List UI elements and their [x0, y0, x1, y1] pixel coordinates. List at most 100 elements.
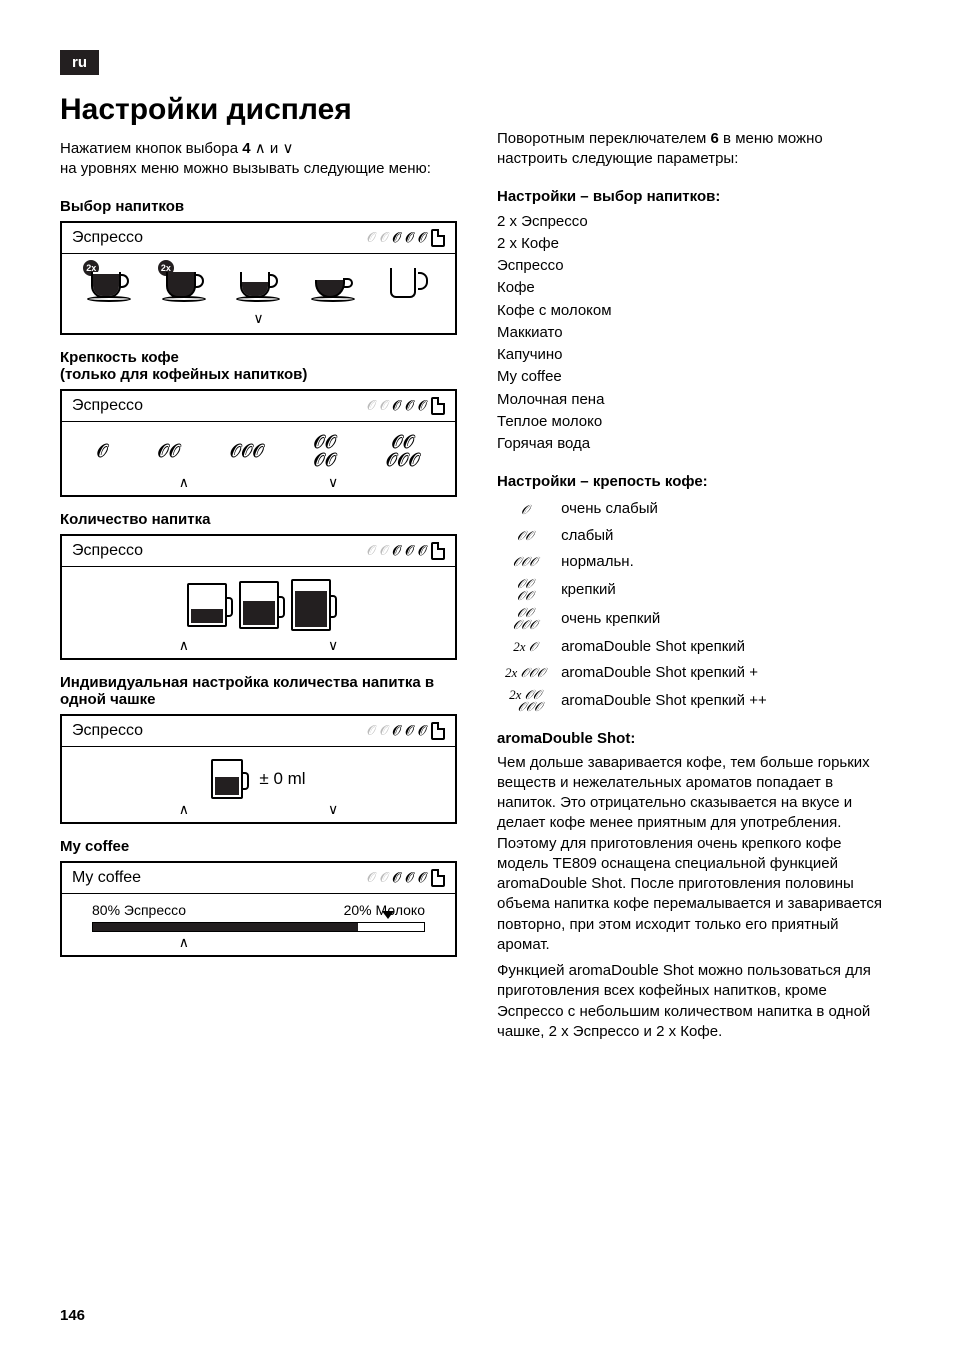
cup-flat-icon	[311, 266, 355, 302]
list-item: 2 x Эспрессо	[497, 211, 894, 233]
card-icon	[431, 229, 445, 247]
bean-icon: 𝒪	[380, 229, 389, 246]
strength-label: aromaDouble Shot крепкий ++	[553, 686, 775, 715]
strength-label: нормальн.	[553, 549, 775, 575]
bean-icon: 𝒪	[367, 542, 376, 559]
strength-2-icon: 𝓞𝓞	[158, 443, 181, 459]
spacer	[370, 801, 445, 818]
list-item: Маккиато	[497, 322, 894, 344]
chevron-up-icon: ∧	[147, 934, 222, 951]
heading-strength: Крепкость кофе (только для кофейных напи…	[60, 349, 457, 383]
display-amount: Эспрессо 𝒪 𝒪 𝓞 𝓞 𝓞 ∧	[60, 534, 457, 660]
strength-symbol: 𝒪	[497, 496, 553, 522]
intro-paragraph: Нажатием кнопок выбора 4 ∧ и ∨ на уровня…	[60, 139, 457, 180]
strength-label: слабый	[553, 523, 775, 549]
bean-icon: 𝒪	[367, 869, 376, 886]
card-icon	[431, 722, 445, 740]
aroma-p2-espresso: Эспрессо	[497, 1003, 564, 1020]
heading-mycoffee: My coffee	[60, 838, 457, 855]
spacer	[72, 474, 147, 491]
key-6: 6	[711, 130, 719, 147]
strength-symbol: 𝒪𝒪 𝒪𝒪	[497, 575, 553, 604]
heading-amount: Количество напитка	[60, 511, 457, 528]
card-icon	[431, 397, 445, 415]
list-item: Кофе с молоком	[497, 300, 894, 322]
spacer	[296, 934, 371, 951]
bean-icon: 𝒪	[380, 722, 389, 739]
right-intro-a: Поворотным переключателем	[497, 130, 711, 147]
intro-and: и	[266, 140, 283, 157]
bean-icon: 𝓞	[418, 869, 427, 886]
bean-icon: 𝒪	[380, 397, 389, 414]
spacer	[370, 474, 445, 491]
strength-label: aromaDouble Shot крепкий +	[553, 660, 775, 686]
cup-half-icon	[236, 266, 280, 302]
display-individual: Эспрессо 𝒪 𝒪 𝓞 𝓞 𝓞 ± 0 ml ∧	[60, 714, 457, 824]
beans-indicator: 𝒪 𝒪 𝓞 𝓞 𝓞	[367, 542, 445, 560]
display-strength: Эспрессо 𝒪 𝒪 𝓞 𝓞 𝓞 𝓞 𝓞𝓞 𝓞𝓞𝓞 𝓞𝓞𝓞𝓞	[60, 389, 457, 497]
heading-settings-drinks: Настройки – выбор напитков:	[497, 188, 894, 205]
spacer	[72, 934, 147, 951]
right-column: Поворотным переключателем 6 в меню можно…	[497, 75, 894, 1048]
cup-ml-icon	[211, 759, 243, 799]
strength-symbol: 𝒪𝒪𝒪	[497, 549, 553, 575]
mix-espresso-label: 80% Эспрессо	[92, 902, 186, 918]
chevron-down-icon: ∨	[282, 140, 293, 157]
chevron-down-icon: ∨	[296, 801, 371, 818]
strength-label: aromaDouble Shot крепкий	[553, 634, 775, 660]
spacer	[221, 637, 296, 654]
bean-icon: 𝓞	[405, 542, 414, 559]
bean-icon: 𝓞	[418, 722, 427, 739]
cup-large-icon	[291, 579, 331, 631]
strength-5-icon: 𝓞𝓞𝓞𝓞𝓞	[386, 434, 420, 468]
mix-bar	[92, 922, 425, 932]
bean-icon: 𝓞	[405, 722, 414, 739]
table-row: 𝒪очень слабый	[497, 496, 775, 522]
cup-small-icon	[187, 583, 227, 627]
aroma-paragraph-2: Функцией aromaDouble Shot можно пользова…	[497, 961, 894, 1042]
bean-icon: 𝒪	[367, 229, 376, 246]
intro-rest: на уровнях меню можно вызывать следующие…	[60, 160, 431, 177]
bean-icon: 𝓞	[393, 542, 402, 559]
display-title: My coffee	[72, 869, 141, 887]
list-item: My coffee	[497, 366, 894, 388]
display-title: Эспрессо	[72, 542, 143, 560]
bean-icon: 𝒪	[367, 722, 376, 739]
table-row: 𝒪𝒪 𝒪𝒪крепкий	[497, 575, 775, 604]
aroma-p2-2coffee: 2 x Кофе	[656, 1023, 718, 1040]
bean-icon: 𝒪	[380, 869, 389, 886]
list-item: Эспрессо	[497, 255, 894, 277]
display-drink-select: Эспрессо 𝒪 𝒪 𝓞 𝓞 𝓞 2x	[60, 221, 457, 335]
heading-aroma: aromaDouble Shot:	[497, 730, 894, 747]
strength-symbol: 2x 𝒪𝒪 𝒪𝒪𝒪	[497, 686, 553, 715]
bean-icon: 𝓞	[393, 722, 402, 739]
heading-settings-strength: Настройки – крепость кофе:	[497, 473, 894, 490]
heading-drink-select: Выбор напитков	[60, 198, 457, 215]
beans-indicator: 𝒪 𝒪 𝓞 𝓞 𝓞	[367, 229, 445, 247]
bean-icon: 𝒪	[380, 542, 389, 559]
triangle-down-icon	[382, 911, 394, 919]
cup-med-icon	[239, 581, 279, 629]
bean-icon: 𝓞	[393, 397, 402, 414]
right-intro: Поворотным переключателем 6 в меню можно…	[497, 129, 894, 170]
card-icon	[431, 542, 445, 560]
intro-text: Нажатием кнопок выбора	[60, 140, 242, 157]
strength-3-icon: 𝓞𝓞𝓞	[230, 443, 264, 459]
heading-strength-text: Крепкость кофе	[60, 349, 179, 366]
strength-4-icon: 𝓞𝓞𝓞𝓞	[314, 434, 337, 468]
card-icon	[431, 869, 445, 887]
spacer	[221, 801, 296, 818]
aroma-paragraph-1: Чем дольше заваривается кофе, тем больше…	[497, 753, 894, 956]
chevron-down-icon: ∨	[296, 637, 371, 654]
spacer	[370, 637, 445, 654]
list-item: Молочная пена	[497, 389, 894, 411]
aroma-p2-2espresso: 2 x Эспрессо	[549, 1023, 640, 1040]
table-row: 2x 𝒪𝒪𝒪aromaDouble Shot крепкий +	[497, 660, 775, 686]
chevron-down-icon: ∨	[72, 308, 445, 329]
spacer	[370, 934, 445, 951]
spacer	[221, 934, 296, 951]
beans-indicator: 𝒪 𝒪 𝓞 𝓞 𝓞	[367, 397, 445, 415]
chevron-up-icon: ∧	[255, 140, 266, 157]
beans-indicator: 𝒪 𝒪 𝓞 𝓞 𝓞	[367, 722, 445, 740]
strength-label: крепкий	[553, 575, 775, 604]
